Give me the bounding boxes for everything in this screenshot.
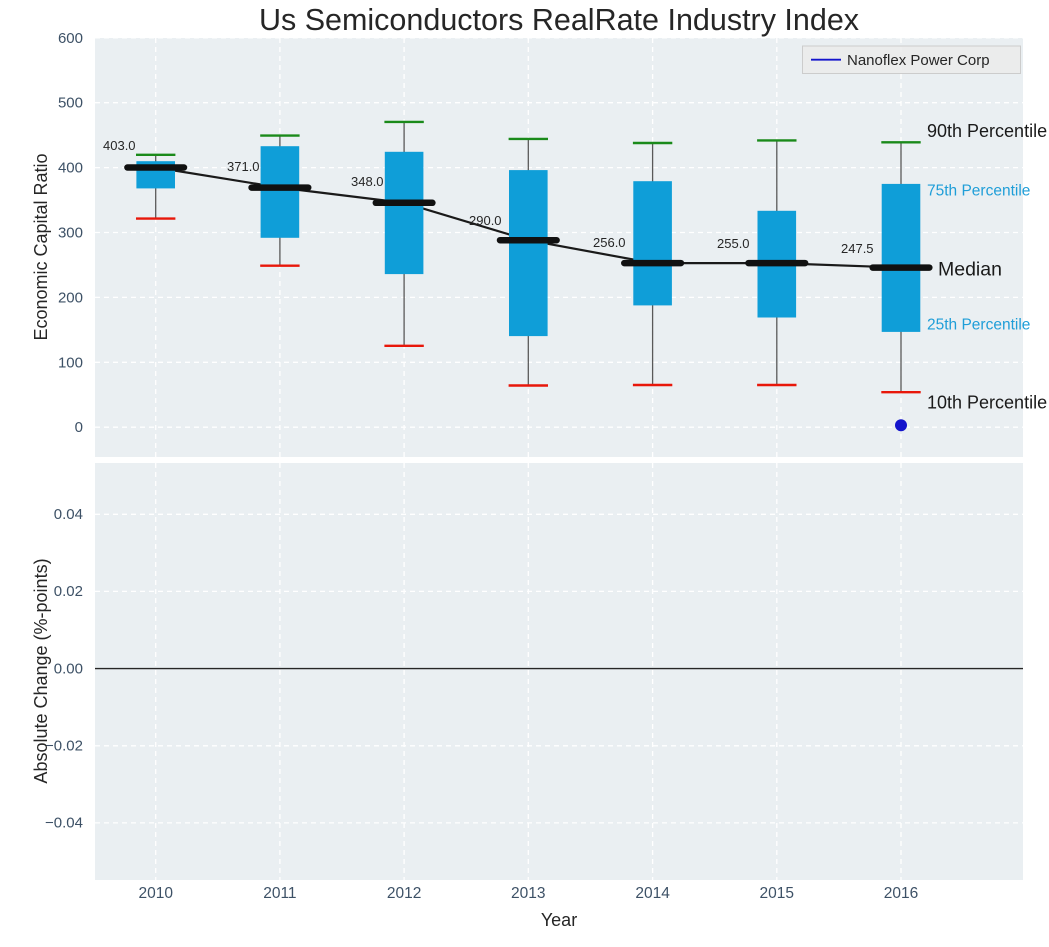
svg-text:300: 300 [58, 225, 83, 242]
svg-text:400: 400 [58, 160, 83, 177]
svg-text:290.0: 290.0 [469, 213, 502, 228]
svg-text:2016: 2016 [884, 885, 918, 902]
svg-text:0.00: 0.00 [54, 661, 83, 678]
svg-text:10th Percentile: 10th Percentile [927, 392, 1047, 412]
svg-text:90th Percentile: 90th Percentile [927, 121, 1047, 141]
svg-text:Year: Year [541, 910, 577, 930]
svg-text:Nanoflex Power Corp: Nanoflex Power Corp [847, 52, 990, 69]
svg-text:Median: Median [938, 259, 1002, 281]
svg-text:2011: 2011 [263, 885, 296, 902]
svg-text:Absolute Change (%-points): Absolute Change (%-points) [31, 558, 51, 783]
svg-text:200: 200 [58, 290, 83, 307]
svg-text:75th Percentile: 75th Percentile [927, 183, 1030, 200]
svg-text:256.0: 256.0 [593, 235, 626, 250]
svg-text:0: 0 [75, 419, 83, 436]
svg-text:25th Percentile: 25th Percentile [927, 317, 1030, 334]
svg-text:255.0: 255.0 [717, 236, 750, 251]
svg-text:Economic Capital Ratio: Economic Capital Ratio [31, 153, 51, 340]
svg-text:247.5: 247.5 [841, 241, 874, 256]
svg-text:600: 600 [58, 30, 83, 47]
svg-text:2013: 2013 [511, 885, 545, 902]
svg-text:2014: 2014 [635, 885, 670, 902]
svg-text:2015: 2015 [760, 885, 794, 902]
svg-text:−0.04: −0.04 [45, 815, 83, 832]
svg-text:2012: 2012 [387, 885, 421, 902]
svg-text:0.02: 0.02 [54, 583, 83, 600]
svg-text:348.0: 348.0 [351, 174, 384, 189]
svg-text:100: 100 [58, 355, 83, 372]
svg-text:403.0: 403.0 [103, 138, 136, 153]
svg-text:0.04: 0.04 [54, 506, 83, 523]
svg-text:371.0: 371.0 [227, 159, 260, 174]
svg-text:500: 500 [58, 95, 83, 112]
svg-text:2010: 2010 [138, 885, 173, 902]
